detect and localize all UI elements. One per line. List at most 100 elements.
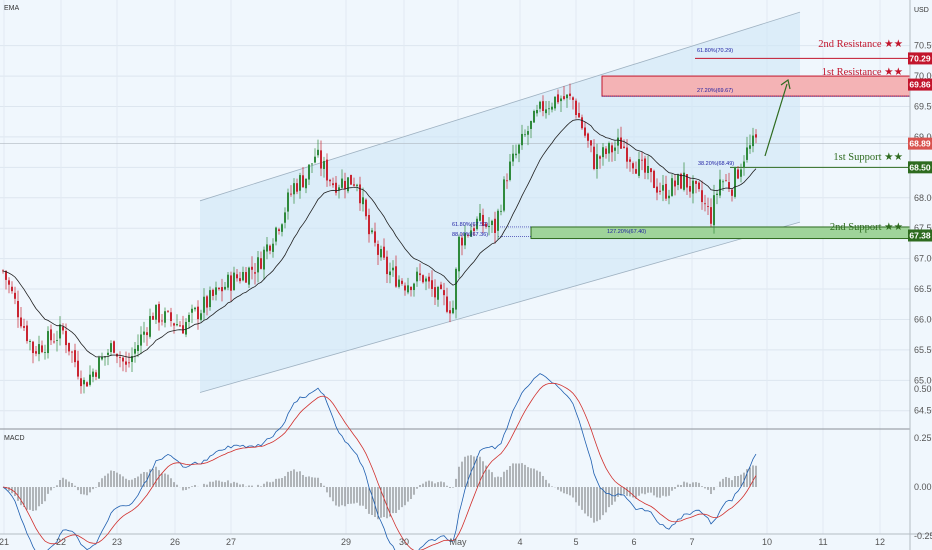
candle-body <box>287 192 289 212</box>
candle-body <box>329 179 331 182</box>
fib-label-4: 61.80%(67.52) <box>452 222 488 228</box>
regression-channel <box>199 11 801 393</box>
candle-body <box>635 169 637 174</box>
candle-body <box>311 163 313 165</box>
first-support-label: 1st Support ★★ <box>833 152 903 163</box>
candle-body <box>749 145 751 149</box>
candle-body <box>605 148 607 155</box>
ema-indicator-label[interactable]: EMA <box>4 5 20 12</box>
fib-label-5: 88.00%(67.36) <box>452 232 488 238</box>
candle-body <box>170 312 172 322</box>
currency-label: USD <box>914 7 929 14</box>
candle-body <box>236 274 238 279</box>
candle-body <box>326 159 328 181</box>
candle-body <box>320 150 322 169</box>
time-tick-label: 11 <box>818 537 827 547</box>
candle-body <box>602 147 604 158</box>
time-tick-label: May <box>449 537 467 547</box>
candle-body <box>611 145 613 153</box>
candle-body <box>2 270 4 272</box>
candle-body <box>185 321 187 335</box>
candle-body <box>44 352 46 354</box>
candle-body <box>509 161 511 180</box>
price-axis[interactable]: 70.5070.0069.5069.0068.5068.0067.5067.00… <box>914 41 932 416</box>
candle-body <box>29 340 31 342</box>
candle-body <box>95 372 97 377</box>
candle-body <box>263 249 265 270</box>
candle-body <box>473 228 475 231</box>
channel-lower-line <box>199 221 801 393</box>
candle-body <box>755 134 757 138</box>
candle-body <box>188 314 190 322</box>
candle-body <box>251 266 253 270</box>
time-tick-label: 4 <box>517 537 522 547</box>
macd-indicator-label[interactable]: MACD <box>4 435 25 442</box>
candle-body <box>521 133 523 146</box>
ema-line <box>2 119 757 358</box>
candle-body <box>638 159 640 176</box>
candle-body <box>614 147 616 151</box>
candle-body <box>737 169 739 179</box>
candle-body <box>242 271 244 281</box>
candle-body <box>617 137 619 146</box>
candle-body <box>284 212 286 223</box>
price-tick-label: 70.50 <box>914 41 932 51</box>
time-tick-label: 29 <box>341 537 351 547</box>
projection-arrow <box>764 78 791 157</box>
candle-body <box>11 286 13 292</box>
price-tick-label: 68.00 <box>914 193 932 203</box>
candle-body <box>395 266 397 287</box>
candle-body <box>575 100 577 115</box>
candle-body <box>386 256 388 275</box>
candle-body <box>464 233 466 246</box>
candle-body <box>527 131 529 135</box>
price-tick-label: 66.00 <box>914 314 932 324</box>
candle-body <box>140 334 142 346</box>
macd-tick-label: 0.00 <box>914 482 932 492</box>
second-resistance-tag-text: 70.29 <box>909 53 931 63</box>
candle-body <box>302 175 304 188</box>
macd-axis[interactable]: 0.50 0.25 0.00 -0.25 <box>914 384 932 541</box>
time-axis[interactable]: 21 22 23 26 27 29 30 May 4 5 6 7 10 11 12 <box>0 537 885 547</box>
candle-body <box>743 161 745 168</box>
candle-body <box>563 96 565 100</box>
price-tick-label: 65.50 <box>914 345 932 355</box>
candle-body <box>89 374 91 385</box>
time-tick-label: 21 <box>0 537 9 547</box>
candle-body <box>35 351 37 354</box>
candle-body <box>197 306 199 320</box>
candle-body <box>338 187 340 191</box>
candle-body <box>446 296 448 312</box>
candle-body <box>539 101 541 109</box>
candle-body <box>5 270 7 280</box>
time-tick-label: 12 <box>875 537 885 547</box>
candle-body <box>296 183 298 192</box>
candle-body <box>641 159 643 161</box>
candle-body <box>695 180 697 184</box>
second-support-tag-box <box>908 229 932 242</box>
candle-body <box>659 190 661 192</box>
candle-body <box>365 199 367 217</box>
candle-body <box>155 304 157 320</box>
candle-body <box>356 184 358 186</box>
candle-body <box>461 237 463 246</box>
price-tick-label: 67.50 <box>914 223 932 233</box>
candle-body <box>671 178 673 196</box>
candle-body <box>731 189 733 196</box>
price-tick-label: 66.50 <box>914 284 932 294</box>
candle-body <box>725 180 727 182</box>
candle-body <box>305 178 307 189</box>
candle-body <box>533 110 535 123</box>
candle-body <box>668 195 670 199</box>
candle-body <box>191 308 193 313</box>
candle-body <box>341 178 343 188</box>
candle-body <box>488 225 490 228</box>
candle-body <box>227 274 229 288</box>
candle-body <box>275 227 277 242</box>
candle-body <box>86 382 88 387</box>
candle-body <box>317 149 319 156</box>
first-resistance-tag-box <box>908 78 932 91</box>
candle-body <box>713 195 715 226</box>
first-support-tag-text: 68.50 <box>909 162 931 172</box>
